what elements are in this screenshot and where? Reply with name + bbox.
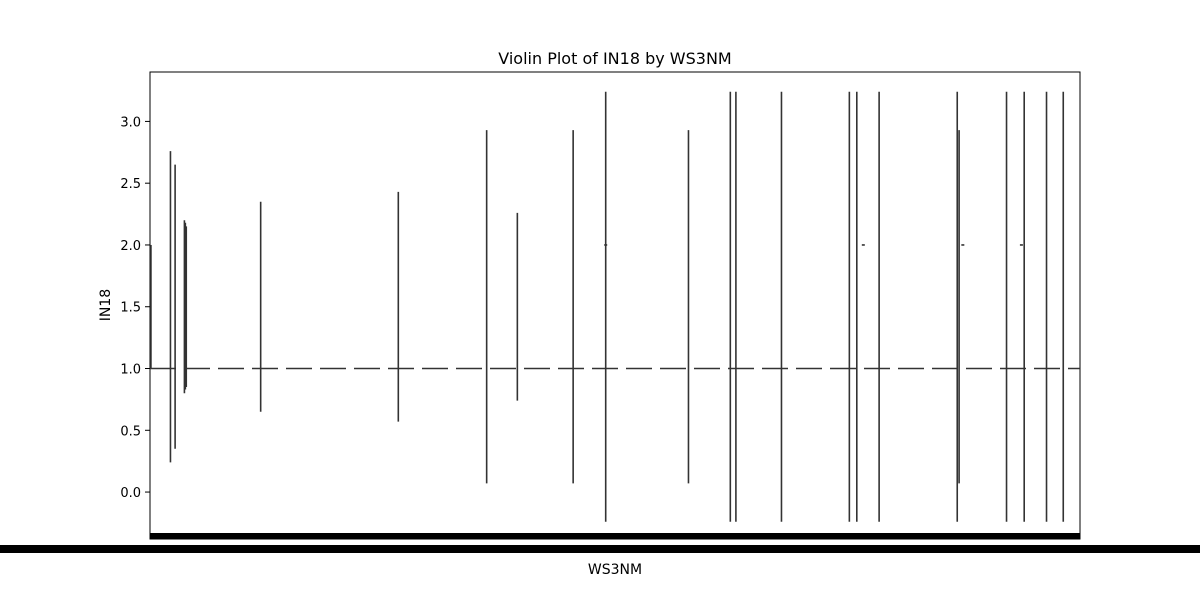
y-tick-label: 2.5	[120, 177, 141, 192]
x-axis	[0, 533, 1200, 553]
x-tick-labels-overlap	[0, 545, 1200, 553]
chart-title: Violin Plot of IN18 by WS3NM	[498, 49, 731, 68]
x-axis-label: WS3NM	[588, 562, 642, 578]
violin-group	[150, 91, 1065, 522]
y-tick-label: 3.0	[120, 115, 141, 130]
y-axis-label: IN18	[98, 289, 114, 321]
y-tick-label: 0.5	[120, 424, 141, 439]
y-axis: 0.0 0.5 1.0 1.5 2.0 2.5 3.0	[120, 115, 150, 501]
y-tick-label: 0.0	[120, 486, 141, 501]
y-tick-label: 2.0	[120, 239, 141, 254]
y-tick-label: 1.0	[120, 363, 141, 378]
x-tick-band	[150, 533, 1080, 539]
plot-area	[149, 71, 1081, 540]
y-tick-label: 1.5	[120, 301, 141, 316]
